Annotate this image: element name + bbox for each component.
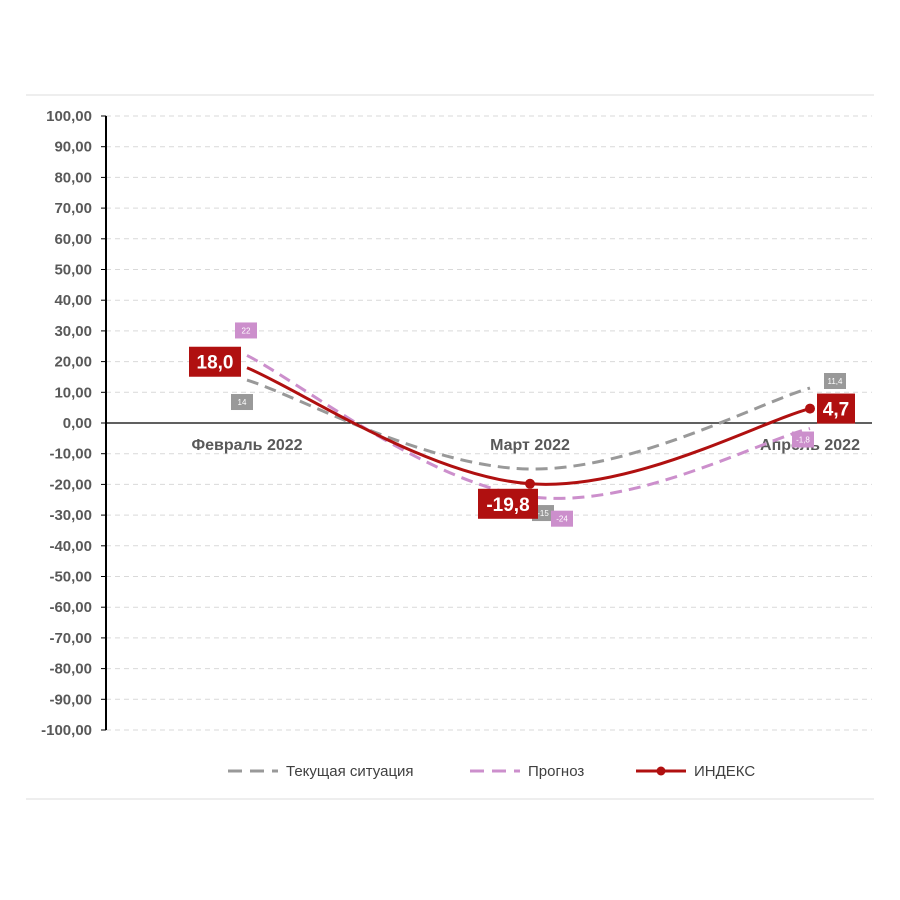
y-tick-label: 30,00 <box>54 323 92 340</box>
gridlines <box>106 115 872 731</box>
y-tick-label: -70,00 <box>49 630 92 647</box>
series-line <box>246 354 811 500</box>
y-axis: 100,00 90,00 80,00 70,00 60,00 50,00 40,00 30,0… <box>41 108 107 739</box>
y-tick-label: -50,00 <box>49 569 92 586</box>
data-label-box <box>817 393 855 424</box>
y-tick-label: 100,00 <box>46 108 92 125</box>
y-tick-label: 70,00 <box>54 200 92 217</box>
legend-label: Прогноз <box>528 763 584 780</box>
y-tick-label: 80,00 <box>54 169 92 186</box>
data-label-box <box>824 373 846 390</box>
y-tick-label: -80,00 <box>49 661 92 678</box>
data-label-box <box>792 431 814 448</box>
y-tick-label: -40,00 <box>49 538 92 555</box>
legend-marker <box>656 766 666 776</box>
y-tick-label: 10,00 <box>54 384 92 401</box>
data-label: -24 <box>556 515 568 524</box>
data-label-box <box>189 346 241 377</box>
data-label: 22 <box>242 326 251 335</box>
data-label: -19,8 <box>486 495 529 516</box>
legend-label: Текущая ситуация <box>286 763 414 780</box>
y-tick-label: -100,00 <box>41 722 92 739</box>
data-labels: 14 -15 11,4 22 -24 -1,8 18,0 -19,8 4,7 <box>189 322 855 527</box>
y-tick-label: -20,00 <box>49 476 92 493</box>
series-line <box>246 366 811 486</box>
x-category-label: Февраль 2022 <box>191 437 302 454</box>
y-tick-label: -60,00 <box>49 599 92 616</box>
data-point <box>525 478 535 489</box>
legend: Текущая ситуация Прогноз ИНДЕКС <box>228 763 755 780</box>
data-label-box <box>235 322 257 339</box>
x-category-label: Март 2022 <box>490 437 570 454</box>
y-tick-label: -10,00 <box>49 446 92 463</box>
data-label-box <box>551 510 573 527</box>
y-tick-label: 90,00 <box>54 139 92 156</box>
data-label: -1,8 <box>796 436 810 445</box>
data-point <box>805 403 815 414</box>
y-tick-label: 60,00 <box>54 231 92 248</box>
y-tick-label: 20,00 <box>54 354 92 371</box>
y-tick-label: 40,00 <box>54 292 92 309</box>
series-line <box>246 378 811 471</box>
y-tick-label: -30,00 <box>49 507 92 524</box>
data-label-box <box>478 488 538 519</box>
data-label-box <box>231 394 253 411</box>
data-label: 4,7 <box>823 400 849 421</box>
data-label: -15 <box>537 509 549 518</box>
legend-label: ИНДЕКС <box>694 763 755 780</box>
y-tick-label: 50,00 <box>54 262 92 279</box>
series-group <box>246 354 815 500</box>
data-label: 18,0 <box>197 353 234 374</box>
y-tick-label: -90,00 <box>49 691 92 708</box>
y-tick-label: 0,00 <box>63 415 92 432</box>
data-label: 11,4 <box>828 377 844 386</box>
data-label: 14 <box>238 398 247 407</box>
x-axis: Февраль 2022 Март 2022 Апрель 2022 <box>106 422 872 454</box>
